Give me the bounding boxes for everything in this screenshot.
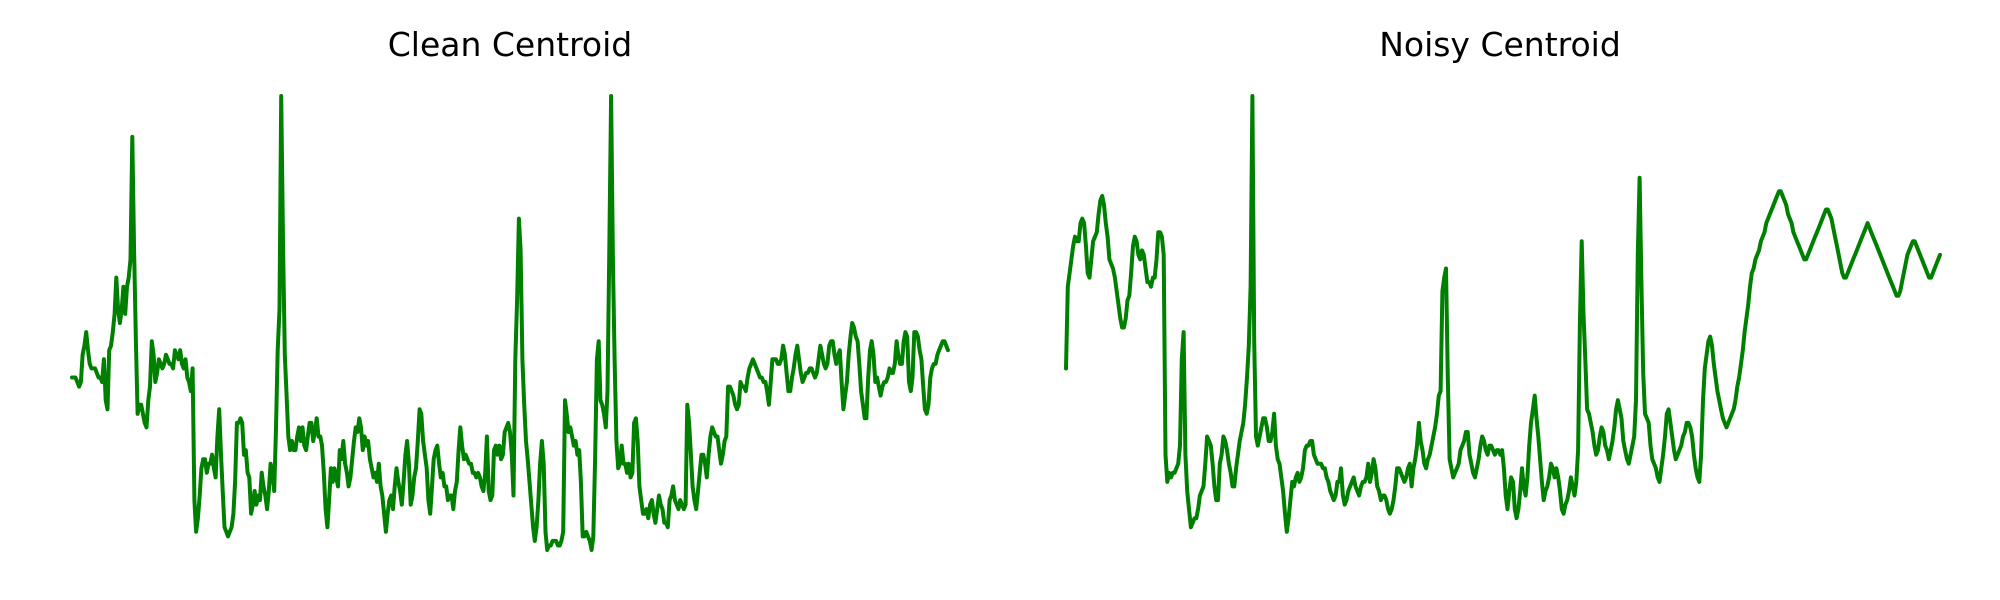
chart-panel-clean: Clean Centroid xyxy=(70,25,950,552)
chart-title-clean: Clean Centroid xyxy=(388,25,633,64)
chart-panel-noisy: Noisy Centroid xyxy=(1064,25,1942,534)
series-line-noisy xyxy=(1064,94,1942,534)
series-line-clean xyxy=(70,94,950,552)
chart-title-noisy: Noisy Centroid xyxy=(1379,25,1621,64)
